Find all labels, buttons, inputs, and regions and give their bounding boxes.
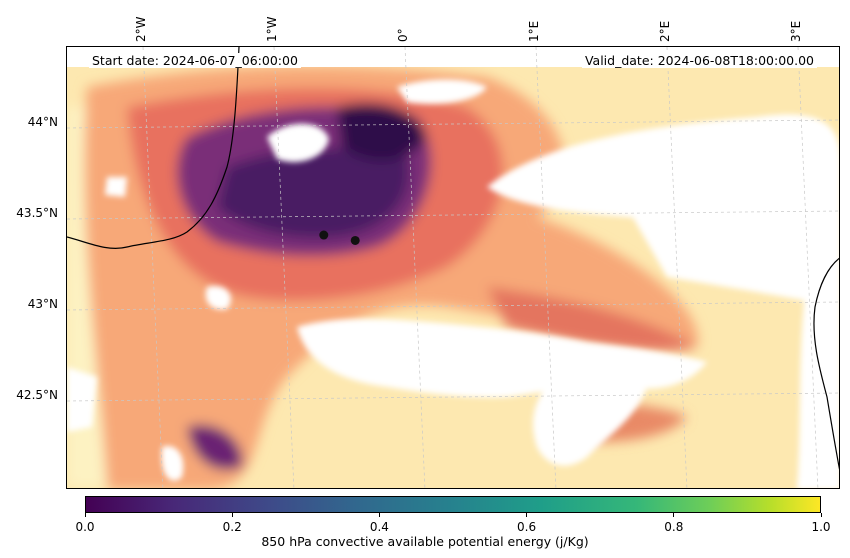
meridian-1	[273, 47, 295, 488]
colorbar-tickmark-2	[378, 513, 380, 517]
colorbar-tick-2: 0.4	[369, 520, 389, 534]
lon-tick-4: 2°E	[658, 20, 672, 42]
colorbar-tickmark-3	[526, 513, 528, 517]
colorbar-tick-5: 1.0	[811, 520, 831, 534]
cape-field	[67, 47, 839, 488]
colorbar-tick-0: 0.0	[75, 520, 95, 534]
lat-tick-2: 43°N	[27, 297, 58, 311]
lat-tick-0: 44°N	[27, 115, 58, 129]
lat-tick-1: 43.5°N	[16, 206, 58, 220]
colorbar-tick-1: 0.2	[222, 520, 242, 534]
lat-tick-3: 42.5°N	[16, 388, 58, 402]
lon-tick-3: 1°E	[527, 20, 541, 42]
colorbar-label: 850 hPa convective available potential e…	[261, 534, 589, 549]
lon-tick-1: 1°W	[265, 16, 279, 43]
colorbar-tickmark-5	[820, 513, 822, 517]
meridian-0	[142, 47, 164, 488]
coastline-east	[813, 257, 839, 470]
colorbar-tickmark-0	[84, 513, 86, 517]
start-date-label: Start date: 2024-06-07_06:00:00	[89, 53, 301, 68]
meridian-2	[404, 47, 426, 488]
map-panel: Start date: 2024-06-07_06:00:00 Valid_da…	[66, 46, 840, 489]
coastline-west	[67, 47, 240, 249]
lon-tick-0: 2°W	[134, 16, 148, 43]
lon-tick-2: 0°	[396, 28, 410, 42]
graticule	[67, 47, 839, 488]
marker-point-2	[350, 235, 360, 245]
meridian-3	[535, 47, 557, 488]
colorbar-tickmark-4	[673, 513, 675, 517]
lon-tick-5: 3°E	[789, 20, 803, 42]
valid-date-label: Valid_date: 2024-06-08T18:00:00.00	[581, 53, 817, 68]
meridian-5	[797, 47, 819, 488]
colorbar-tickmark-1	[231, 513, 233, 517]
marker-point-1	[319, 230, 329, 240]
colorbar	[85, 496, 821, 513]
colorbar-tick-4: 0.8	[664, 520, 684, 534]
cape-field-map	[67, 47, 839, 488]
station-markers	[319, 230, 360, 245]
colorbar-tick-3: 0.6	[517, 520, 537, 534]
meridian-4	[666, 47, 688, 488]
